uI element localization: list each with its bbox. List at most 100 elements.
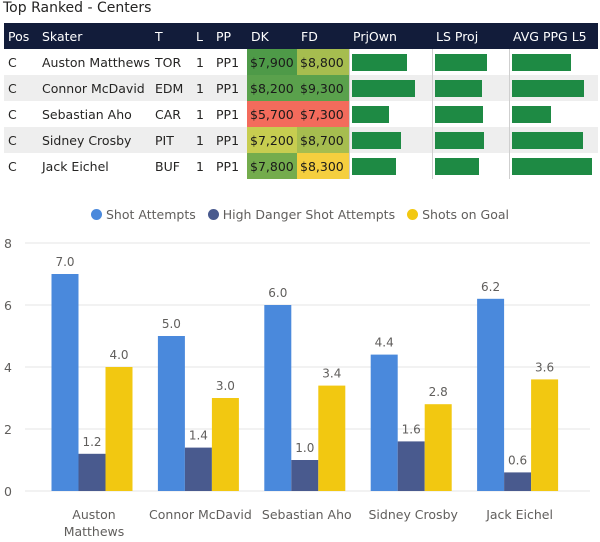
data-label: 4.4 <box>375 336 394 350</box>
bar[interactable] <box>531 379 559 491</box>
bar[interactable] <box>397 441 425 491</box>
cell-pp: PP1 <box>212 101 247 127</box>
cell-lsproj <box>431 127 509 153</box>
avgppg-databar <box>511 158 593 175</box>
bar[interactable] <box>184 447 212 491</box>
prjown-databar <box>351 106 390 123</box>
x-tick-label: Auston <box>72 507 115 522</box>
cell-team: TOR <box>151 49 192 75</box>
cell-pp: PP1 <box>212 127 247 153</box>
data-label: 7.0 <box>55 255 74 269</box>
bar[interactable] <box>264 305 292 491</box>
data-label: 3.0 <box>216 379 235 393</box>
legend-dot-icon <box>91 209 102 220</box>
cell-fd-salary: $7,300 <box>297 101 349 127</box>
bar[interactable] <box>78 453 106 491</box>
bar[interactable] <box>477 298 505 491</box>
cell-line: 1 <box>192 153 212 179</box>
cell-prjown <box>348 153 432 179</box>
col-header-skater[interactable]: Skater <box>38 23 151 49</box>
cell-avgppg <box>508 153 598 179</box>
cell-dk-salary: $7,200 <box>247 127 297 153</box>
lsproj-databar <box>434 80 483 97</box>
legend-item-shot-attempts[interactable]: Shot Attempts <box>91 207 196 222</box>
lsproj-databar <box>434 54 487 71</box>
cell-lsproj <box>431 153 509 179</box>
cell-pos: C <box>4 101 38 127</box>
col-header-lsproj[interactable]: LS Proj <box>432 23 509 49</box>
cell-dk-salary: $7,900 <box>247 49 297 75</box>
x-tick-label: Sidney Crosby <box>368 507 458 522</box>
cell-dk-salary: $7,800 <box>247 153 297 179</box>
data-label: 2.8 <box>429 385 448 399</box>
bar[interactable] <box>105 367 133 491</box>
bar[interactable] <box>424 404 452 491</box>
data-label: 3.4 <box>322 367 341 381</box>
avgppg-databar <box>511 80 585 97</box>
avgppg-databar <box>511 106 551 123</box>
lsproj-databar <box>434 106 483 123</box>
legend-label: Shots on Goal <box>422 207 509 222</box>
cell-team: PIT <box>151 127 192 153</box>
cell-fd-salary: $9,300 <box>297 75 349 101</box>
table-row[interactable]: C Sebastian Aho CAR 1 PP1 $5,700 $7,300 <box>4 101 598 127</box>
data-label: 4.0 <box>109 348 128 362</box>
col-header-fd[interactable]: FD <box>297 23 349 49</box>
data-label: 1.2 <box>82 435 101 449</box>
table-row[interactable]: C Auston Matthews TOR 1 PP1 $7,900 $8,80… <box>4 49 598 75</box>
x-tick-label: Sebastian Aho <box>262 507 352 522</box>
cell-skater: Connor McDavid <box>38 75 151 101</box>
col-header-prjown[interactable]: PrjOwn <box>349 23 432 49</box>
bar[interactable] <box>504 472 532 491</box>
cell-skater: Sebastian Aho <box>38 101 151 127</box>
lsproj-databar <box>434 132 485 149</box>
bar[interactable] <box>51 274 79 491</box>
cell-avgppg <box>508 101 598 127</box>
legend-item-shots-on-goal[interactable]: Shots on Goal <box>407 207 509 222</box>
data-label: 3.6 <box>535 360 554 374</box>
chart-legend: Shot Attempts High Danger Shot Attempts … <box>0 207 600 222</box>
cell-skater: Sidney Crosby <box>38 127 151 153</box>
col-header-team[interactable]: T <box>151 23 192 49</box>
page-title: Top Ranked - Centers <box>3 0 152 16</box>
col-header-line[interactable]: L <box>192 23 212 49</box>
y-tick-label: 0 <box>4 484 12 499</box>
cell-lsproj <box>431 49 509 75</box>
data-label: 5.0 <box>162 317 181 331</box>
cell-line: 1 <box>192 101 212 127</box>
table-header-row: Pos Skater T L PP DK FD PrjOwn LS Proj A… <box>4 23 598 49</box>
x-tick-label: Jack Eichel <box>485 507 553 522</box>
bar[interactable] <box>211 398 239 491</box>
cell-prjown <box>348 101 432 127</box>
legend-item-high-danger[interactable]: High Danger Shot Attempts <box>207 207 395 222</box>
cell-pos: C <box>4 75 38 101</box>
bar[interactable] <box>370 354 398 491</box>
cell-pp: PP1 <box>212 75 247 101</box>
col-header-pp[interactable]: PP <box>212 23 247 49</box>
cell-skater: Jack Eichel <box>38 153 151 179</box>
data-label: 1.6 <box>402 422 421 436</box>
y-tick-label: 8 <box>4 236 12 251</box>
cell-avgppg <box>508 127 598 153</box>
cell-team: CAR <box>151 101 192 127</box>
cell-pp: PP1 <box>212 153 247 179</box>
prjown-databar <box>351 158 396 175</box>
prjown-databar <box>351 132 401 149</box>
avgppg-databar <box>511 54 572 71</box>
cell-lsproj <box>431 75 509 101</box>
table-row[interactable]: C Connor McDavid EDM 1 PP1 $8,200 $9,300 <box>4 75 598 101</box>
x-tick-label: Connor McDavid <box>149 507 252 522</box>
bar[interactable] <box>157 336 185 491</box>
y-tick-label: 2 <box>4 422 12 437</box>
data-label: 6.2 <box>481 280 500 294</box>
cell-pos: C <box>4 127 38 153</box>
col-header-avgppg[interactable]: AVG PPG L5 <box>509 23 598 49</box>
table-row[interactable]: C Jack Eichel BUF 1 PP1 $7,800 $8,300 <box>4 153 598 179</box>
bar[interactable] <box>318 385 346 491</box>
bar[interactable] <box>291 460 319 491</box>
prjown-databar <box>351 80 415 97</box>
col-header-dk[interactable]: DK <box>247 23 297 49</box>
table-row[interactable]: C Sidney Crosby PIT 1 PP1 $7,200 $8,700 <box>4 127 598 153</box>
col-header-pos[interactable]: Pos <box>4 23 38 49</box>
